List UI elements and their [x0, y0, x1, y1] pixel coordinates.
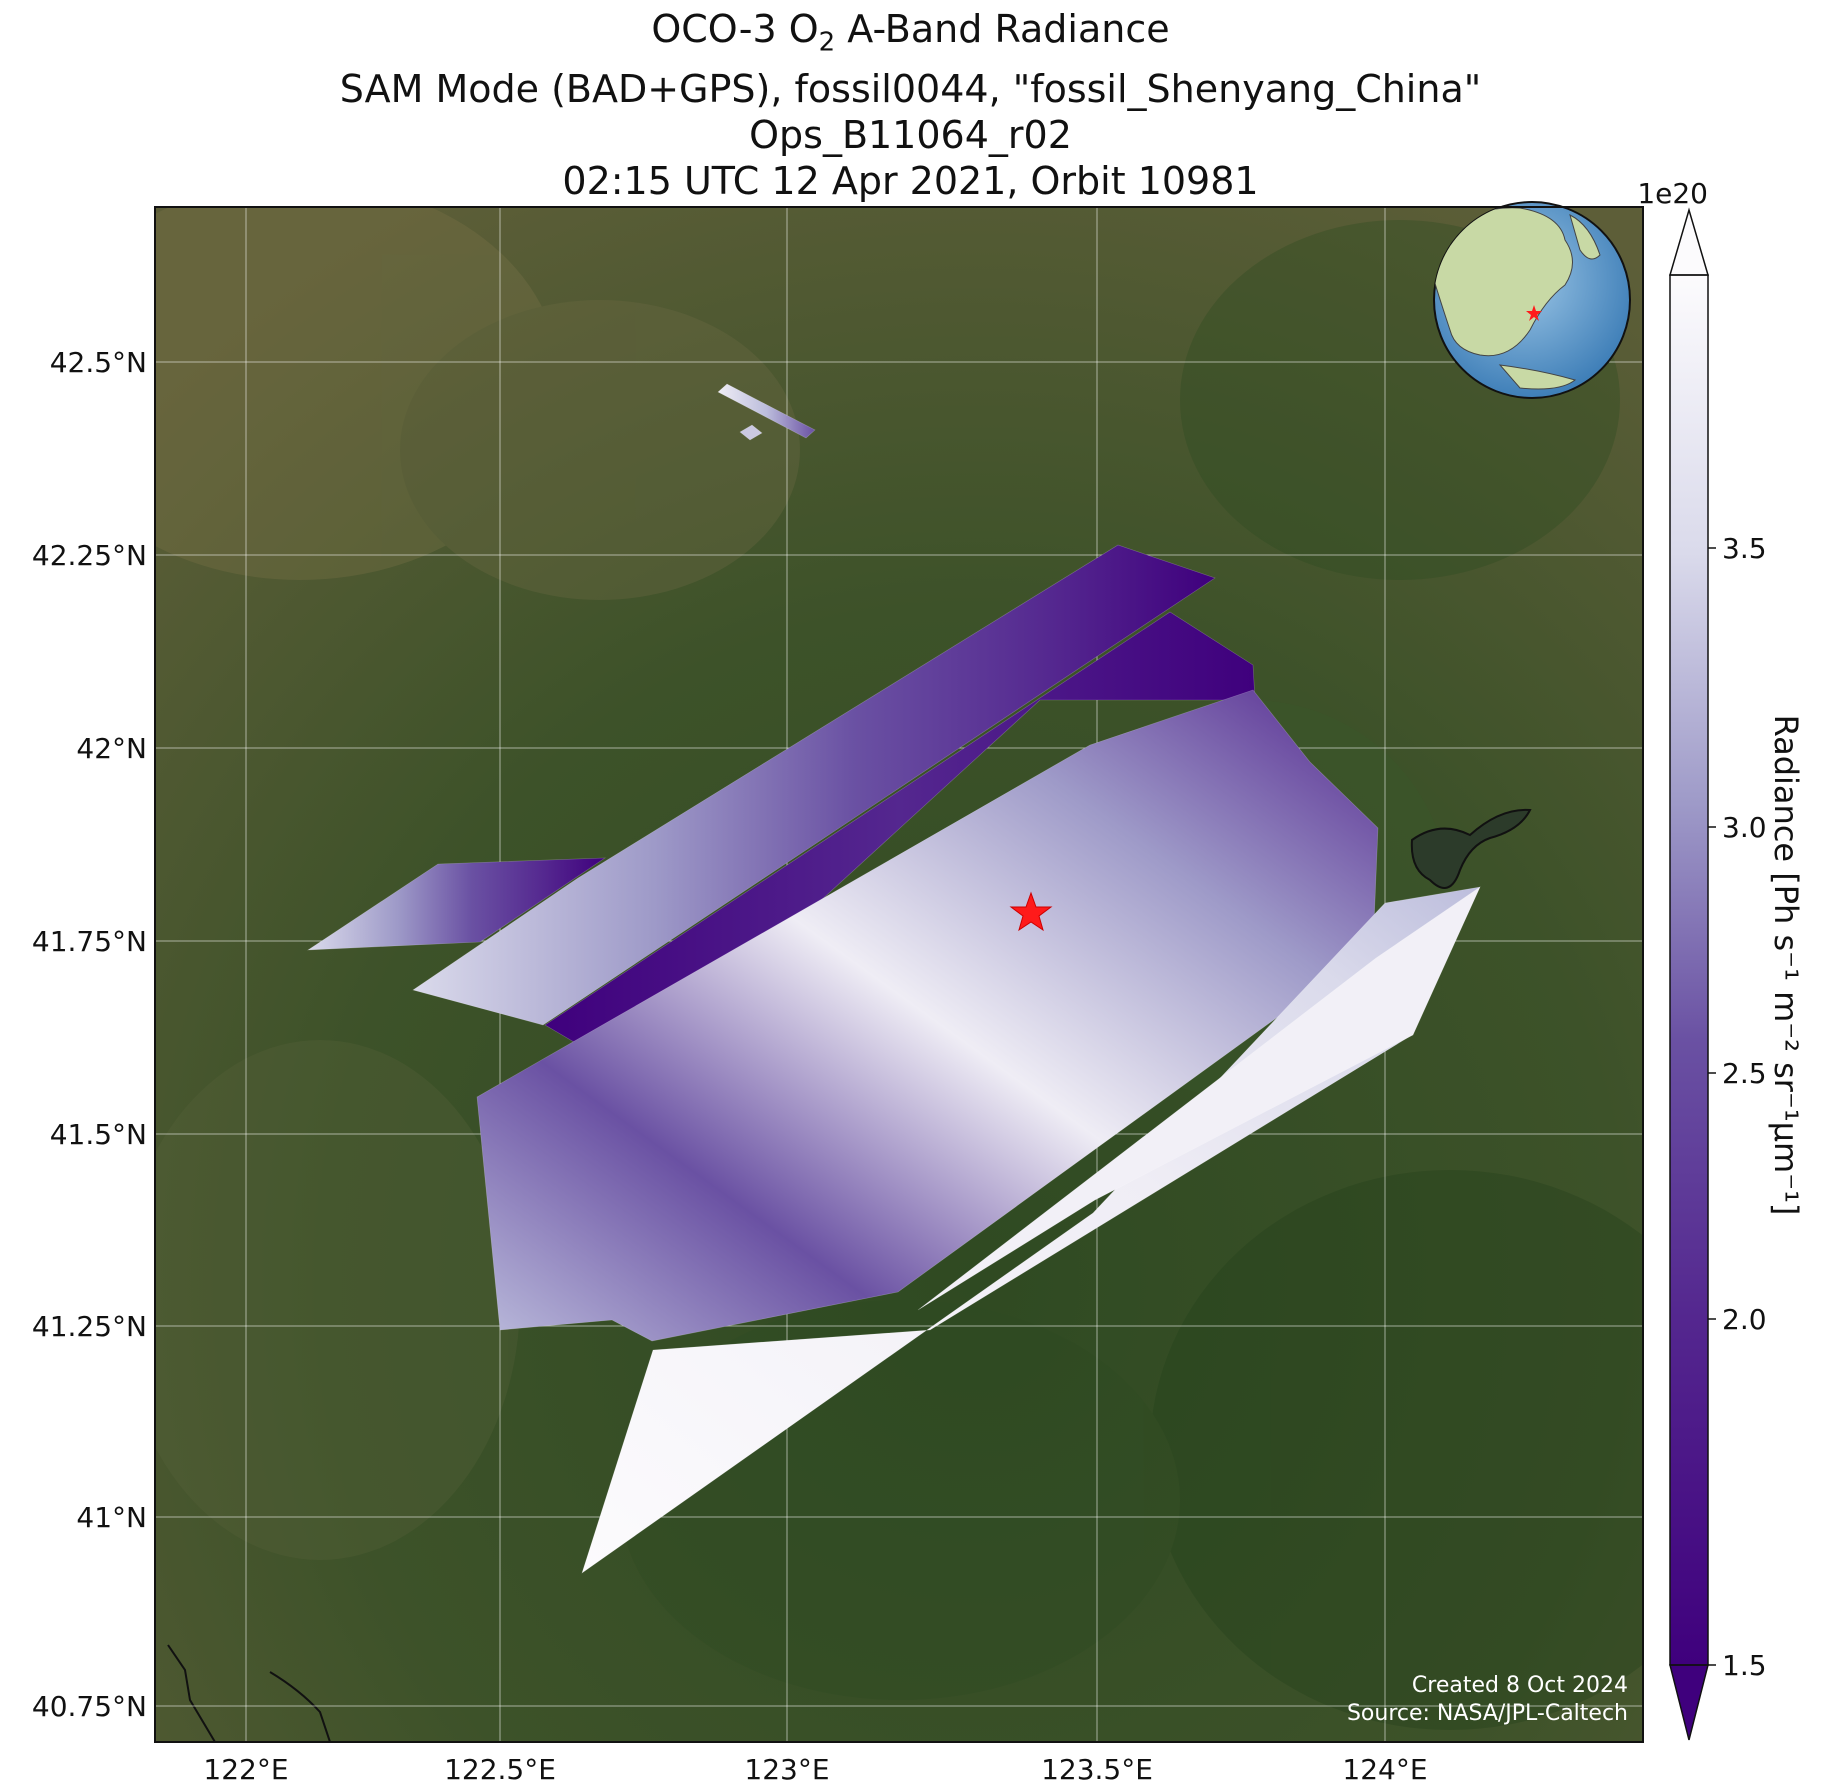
lon-tick-label: 124°E — [1342, 1753, 1427, 1786]
target-star-icon — [1009, 891, 1053, 932]
globe-landmass — [1434, 207, 1573, 357]
title-line-2: SAM Mode (BAD+GPS), fossil0044, "fossil_… — [339, 66, 1482, 111]
colorbar-tick-label: 3.0 — [1722, 811, 1767, 844]
lon-tick-label: 122°E — [203, 1753, 288, 1786]
colorbar-tick-label: 1.5 — [1722, 1649, 1767, 1682]
inset-globe — [1433, 201, 1631, 399]
colorbar-label: Radiance [Ph s⁻¹ m⁻² sr⁻¹μm⁻¹] — [1767, 715, 1805, 1216]
lat-tick-label: 42°N — [76, 732, 147, 765]
reservoir-outline — [1410, 808, 1532, 889]
colorbar-tick-label: 2.0 — [1722, 1303, 1767, 1336]
credit-created: Created 8 Oct 2024 — [1412, 1673, 1628, 1698]
coastline — [167, 1644, 331, 1742]
globe-star-icon — [1526, 305, 1542, 321]
chart-title: OCO-3 O2 A-Band Radiance SAM Mode (BAD+G… — [0, 6, 1821, 204]
lat-tick-label: 41.75°N — [32, 925, 147, 958]
swath-1 — [412, 544, 1216, 1026]
gridlines — [155, 207, 1643, 1742]
colorbar-extend-top — [1668, 207, 1710, 276]
colorbar: 1e20 1.5 2.0 2.5 3.0 3.5 Radiance [Ph s⁻… — [1637, 177, 1805, 1741]
credit-source: Source: NASA/JPL-Caltech — [1347, 1701, 1628, 1726]
lon-tick-label: 123°E — [744, 1753, 829, 1786]
lat-tick-label: 40.75°N — [32, 1690, 147, 1723]
lat-axis: 42.5°N 42.25°N 42°N 41.75°N 41.5°N 41.25… — [32, 346, 147, 1723]
colorbar-ticks: 1.5 2.0 2.5 3.0 3.5 — [1708, 532, 1767, 1682]
map-frame — [154, 206, 1644, 1743]
swath-west — [306, 857, 607, 951]
lat-tick-label: 41.5°N — [50, 1118, 147, 1151]
lon-axis: 122°E 122.5°E 123°E 123.5°E 124°E — [203, 1753, 1427, 1786]
colorbar-extend-bottom — [1669, 1664, 1709, 1741]
radiance-swaths — [306, 383, 1481, 1574]
colorbar-exponent: 1e20 — [1637, 177, 1708, 210]
title-line-3: Ops_B11064_r02 — [749, 112, 1072, 157]
colorbar-frame — [1669, 274, 1709, 1666]
swath-5 — [917, 886, 1481, 1311]
lon-tick-label: 122.5°E — [444, 1753, 556, 1786]
lat-tick-label: 41°N — [76, 1501, 147, 1534]
swath-small-north — [717, 383, 816, 439]
colorbar-tick-label: 3.5 — [1722, 532, 1767, 565]
lat-tick-label: 42.25°N — [32, 539, 147, 572]
lon-tick-label: 123.5°E — [1041, 1753, 1153, 1786]
globe-landmass-east — [1569, 214, 1601, 260]
map-panel: Created 8 Oct 2024 Source: NASA/JPL-Calt… — [154, 201, 1644, 1743]
title-line-1: OCO-3 O2 A-Band Radiance — [651, 7, 1170, 58]
title-line-4: 02:15 UTC 12 Apr 2021, Orbit 10981 — [562, 158, 1259, 203]
colorbar-tick-label: 2.5 — [1722, 1057, 1767, 1090]
lat-tick-label: 42.5°N — [50, 346, 147, 379]
swath-tiny — [739, 424, 763, 441]
globe-islands — [1498, 364, 1577, 390]
lat-tick-label: 41.25°N — [32, 1310, 147, 1343]
colorbar-scale — [1670, 275, 1708, 1665]
